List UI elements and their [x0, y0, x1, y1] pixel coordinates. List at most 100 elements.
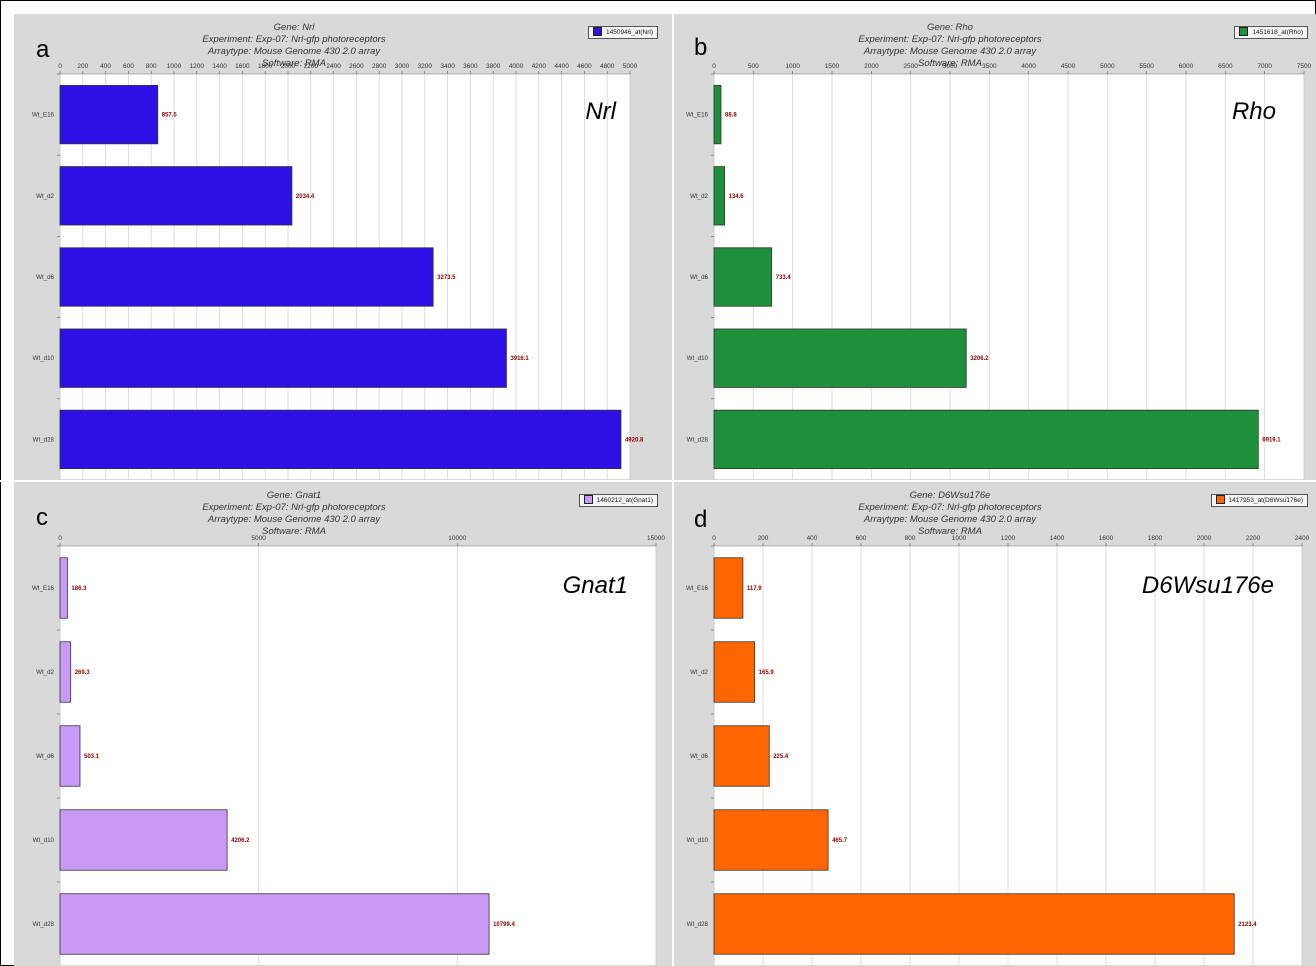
x-tick-label: 7500: [1297, 63, 1312, 70]
category-label: Wt_d10: [33, 837, 55, 844]
bar-value-label: 857.5: [162, 113, 178, 119]
bar-Wt_d28: [59, 409, 622, 470]
bar-Wt_d2: [713, 641, 756, 703]
chart-panel-d: 0 200 400 600 800 1000 1200 1400 1600 1800 2000 220…: [674, 482, 1316, 966]
x-tick-label: 0: [58, 535, 62, 542]
x-tick-label: 1000: [785, 63, 800, 70]
x-tick-label: 4600: [577, 63, 592, 70]
gene-label: Rho: [1231, 98, 1276, 125]
panel-letter: b: [694, 34, 708, 61]
bar-value-label: 503.1: [84, 754, 100, 760]
category-label: Wt_d6: [690, 274, 708, 281]
bar-Wt_d10: [59, 809, 228, 871]
bar-Wt_E16: [713, 84, 722, 145]
bar-value-label: 4206.2: [231, 838, 250, 844]
x-tick-label: 2500: [903, 63, 918, 70]
bar-value-label: 88.8: [725, 113, 737, 119]
x-tick-label: 500: [748, 63, 759, 70]
bar-chart-a: 0 200 400 600 800 1000 1200 1400 1600 1800 2000 220…: [32, 63, 644, 480]
x-tick-label: 1200: [190, 63, 205, 70]
header-gene: Gene: Rho: [927, 22, 973, 33]
x-tick-label: 600: [123, 63, 134, 70]
x-tick-label: 800: [905, 535, 916, 542]
legend-swatch: [1215, 494, 1225, 504]
x-tick-label: 4000: [1021, 63, 1036, 70]
header-experiment: Experiment: Exp-07: Nrl-gfp photorecepto…: [858, 502, 1042, 513]
bar-Wt_E16: [59, 84, 159, 145]
bar-value-label: 117.9: [747, 586, 762, 592]
header-software: Software: RMA: [918, 526, 982, 537]
x-tick-label: 3500: [982, 63, 997, 70]
category-label: Wt_d10: [687, 355, 709, 362]
x-tick-label: 3600: [463, 63, 478, 70]
x-tick-label: 6000: [1179, 63, 1194, 70]
header-gene: Gene: D6Wsu176e: [909, 490, 991, 501]
legend-label: 1451618_at(Rho): [1252, 29, 1303, 36]
category-label: Wt_d6: [36, 274, 54, 281]
x-tick-label: 400: [100, 63, 111, 70]
bar-Wt_d2: [59, 641, 72, 703]
x-tick-label: 5500: [1139, 63, 1154, 70]
x-tick-label: 2000: [281, 63, 296, 70]
category-label: Wt_d2: [690, 669, 708, 676]
x-tick-label: 7000: [1257, 63, 1272, 70]
x-tick-label: 3800: [486, 63, 501, 70]
panel-letter: d: [694, 506, 708, 533]
x-tick-label: 5000: [251, 535, 266, 542]
x-tick-label: 2200: [304, 63, 319, 70]
legend: 1417953_at(D6Wsu176e): [1210, 494, 1308, 507]
legend: 1450946_at(Nrl): [588, 26, 658, 39]
x-tick-label: 6500: [1218, 63, 1233, 70]
gene-label: D6Wsu176e: [1141, 572, 1274, 599]
bar-value-label: 10799.4: [493, 922, 515, 928]
legend-label: 1460212_at(Gnat1): [596, 497, 653, 504]
bar-value-label: 2034.4: [296, 194, 315, 200]
bar-Wt_E16: [713, 557, 744, 619]
x-tick-label: 2000: [1197, 535, 1212, 542]
legend-label: 1417953_at(D6Wsu176e): [1228, 497, 1303, 504]
category-label: Wt_d10: [33, 355, 55, 362]
x-tick-label: 5000: [1100, 63, 1115, 70]
bar-Wt_d10: [713, 809, 829, 871]
x-tick-label: 0: [58, 63, 62, 70]
x-tick-label: 800: [146, 63, 157, 70]
bar-chart-b: 0 500 1000 1500 2000 2500 3000 3500 4000 4500 5000…: [686, 63, 1312, 480]
header-software: Software: RMA: [262, 58, 326, 69]
x-tick-label: 2800: [372, 63, 387, 70]
x-tick-label: 1800: [258, 63, 273, 70]
bar-chart-c: 0 5000 10000 15000 186.3 Wt_E16 269.3 Wt_d2 503.…: [32, 535, 665, 966]
chart-panel-a: 0 200 400 600 800 1000 1200 1400 1600 1800 2000 220…: [14, 14, 672, 480]
x-tick-label: 3000: [395, 63, 410, 70]
x-tick-label: 1000: [167, 63, 182, 70]
category-label: Wt_d28: [687, 921, 709, 928]
category-label: Wt_d10: [687, 837, 709, 844]
legend-swatch: [583, 494, 593, 504]
bar-Wt_d28: [713, 893, 1235, 955]
x-tick-label: 200: [758, 535, 769, 542]
header-arraytype: Arraytype: Mouse Genome 430 2.0 array: [207, 514, 381, 525]
legend-swatch: [593, 26, 603, 36]
legend: 1451618_at(Rho): [1234, 26, 1308, 39]
category-label: Wt_d2: [690, 193, 708, 200]
header-gene: Gene: Gnat1: [266, 490, 322, 501]
x-tick-label: 2400: [1295, 535, 1310, 542]
category-label: Wt_d28: [687, 436, 709, 443]
header-arraytype: Arraytype: Mouse Genome 430 2.0 array: [207, 46, 381, 57]
panel-divider-vertical: [672, 14, 674, 966]
bar-chart-d: 0 200 400 600 800 1000 1200 1400 1600 1800 2000 220…: [686, 535, 1310, 966]
x-tick-label: 1800: [1148, 535, 1163, 542]
bar-Wt_d10: [713, 328, 967, 388]
x-tick-label: 4200: [532, 63, 547, 70]
bar-value-label: 6919.1: [1262, 437, 1281, 443]
bar-value-label: 465.7: [832, 838, 848, 844]
chart-panel-c: 0 5000 10000 15000 186.3 Wt_E16 269.3 Wt_d2 503.…: [14, 482, 672, 966]
header-experiment: Experiment: Exp-07: Nrl-gfp photorecepto…: [202, 502, 386, 513]
bar-value-label: 3273.5: [437, 275, 456, 281]
legend: 1460212_at(Gnat1): [578, 494, 658, 507]
bar-Wt_d6: [59, 247, 434, 307]
x-tick-label: 1400: [212, 63, 227, 70]
legend-swatch: [1239, 26, 1249, 36]
x-tick-label: 15000: [647, 535, 665, 542]
header-software: Software: RMA: [918, 58, 982, 69]
x-tick-label: 400: [807, 535, 818, 542]
